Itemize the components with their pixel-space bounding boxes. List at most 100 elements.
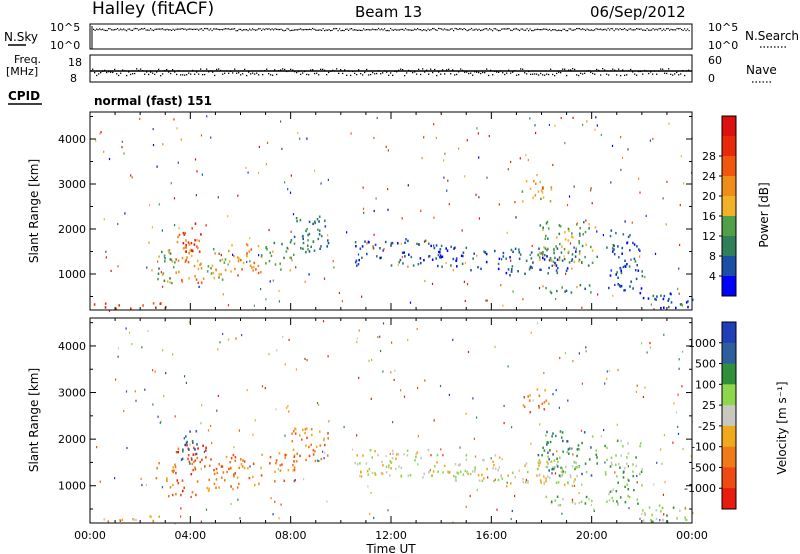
echo-cell (242, 261, 245, 265)
echo-cell (538, 459, 541, 462)
echo-cell (639, 444, 641, 448)
echo-speckle (117, 265, 119, 268)
nave-point (242, 73, 244, 75)
nsky-point (436, 29, 438, 31)
echo-speckle (590, 187, 592, 190)
echo-speckle (582, 123, 584, 126)
nsky-point (304, 28, 306, 31)
echo-speckle (591, 202, 593, 205)
echo-speckle (400, 242, 402, 245)
echo-speckle (548, 123, 550, 126)
echo-speckle (105, 256, 107, 259)
nsky-tick-bottom: 10^0 (50, 39, 80, 52)
echo-cell (184, 232, 186, 235)
nave-point (584, 72, 586, 74)
nsky-point (523, 29, 525, 31)
echo-cell (561, 474, 563, 477)
echo-cell (150, 515, 152, 518)
echo-cell (523, 405, 526, 409)
echo-speckle (636, 474, 638, 478)
echo-cell (527, 480, 529, 483)
echo-cell (164, 260, 166, 263)
echo-cell (658, 504, 661, 507)
echo-cell (168, 251, 170, 254)
x-tick-label: 20:00 (576, 529, 608, 542)
echo-speckle (154, 370, 156, 373)
echo-cell (194, 222, 197, 225)
echo-speckle (476, 416, 478, 419)
echo-cell (469, 472, 472, 476)
nsky-point (148, 29, 150, 31)
nave-point (102, 70, 104, 72)
echo-cell (213, 482, 216, 486)
echo-speckle (268, 353, 270, 356)
echo-cell (549, 440, 552, 444)
echo-cell (615, 490, 618, 493)
echo-speckle (394, 369, 396, 372)
echo-cell (465, 454, 468, 457)
echo-cell (130, 307, 132, 310)
echo-cell (547, 227, 550, 230)
nave-point (200, 68, 202, 70)
echo-speckle (159, 421, 161, 424)
nave-point (196, 71, 198, 73)
echo-cell (550, 291, 553, 295)
echo-speckle (139, 117, 141, 120)
echo-cell (419, 257, 422, 260)
nsky-point (301, 29, 303, 31)
echo-cell (169, 281, 171, 284)
nsky-point (321, 29, 323, 31)
echo-cell (169, 486, 172, 489)
echo-speckle (227, 263, 229, 266)
nsky-point (448, 29, 450, 31)
colorbar-tick-label: 25 (702, 399, 716, 412)
echo-cell (233, 254, 235, 258)
echo-speckle (249, 237, 251, 240)
echo-cell (610, 229, 613, 232)
echo-cell (563, 248, 566, 251)
echo-speckle (572, 360, 574, 363)
echo-cell (615, 273, 617, 276)
echo-speckle (290, 174, 292, 177)
echo-cell (239, 258, 242, 262)
echo-cell (234, 472, 236, 475)
y-tick-label: 4000 (58, 340, 86, 353)
nsky-point (499, 29, 501, 32)
nsky-point (406, 29, 408, 31)
nsky-point (480, 29, 482, 32)
nave-point (204, 73, 206, 76)
nsky-point (687, 28, 689, 30)
echo-cell (121, 518, 124, 522)
echo-speckle (401, 217, 403, 220)
nsky-point (303, 29, 305, 31)
echo-cell (311, 433, 313, 437)
nsky-point (264, 29, 266, 31)
echo-cell (296, 220, 298, 223)
echo-speckle (327, 234, 329, 237)
echo-cell (354, 241, 357, 244)
echo-cell (285, 453, 288, 457)
nave-point (308, 74, 310, 76)
echo-cell (510, 482, 512, 485)
echo-speckle (502, 304, 504, 307)
nsky-point (555, 29, 557, 31)
echo-speckle (639, 517, 641, 520)
echo-speckle (621, 156, 624, 159)
echo-cell (635, 456, 637, 459)
echo-cell (481, 473, 483, 477)
nsky-point (201, 28, 203, 30)
nsky-panel-frame (89, 23, 693, 50)
echo-speckle (284, 181, 286, 184)
echo-cell (622, 265, 625, 269)
echo-speckle (151, 226, 153, 229)
nave-point (280, 69, 282, 71)
nsky-point (585, 29, 587, 31)
echo-speckle (534, 124, 536, 127)
nsky-point (634, 29, 636, 31)
echo-cell (243, 466, 246, 470)
echo-speckle (452, 338, 454, 341)
echo-speckle (678, 358, 680, 361)
echo-speckle (299, 137, 301, 140)
nsky-point (346, 28, 348, 30)
